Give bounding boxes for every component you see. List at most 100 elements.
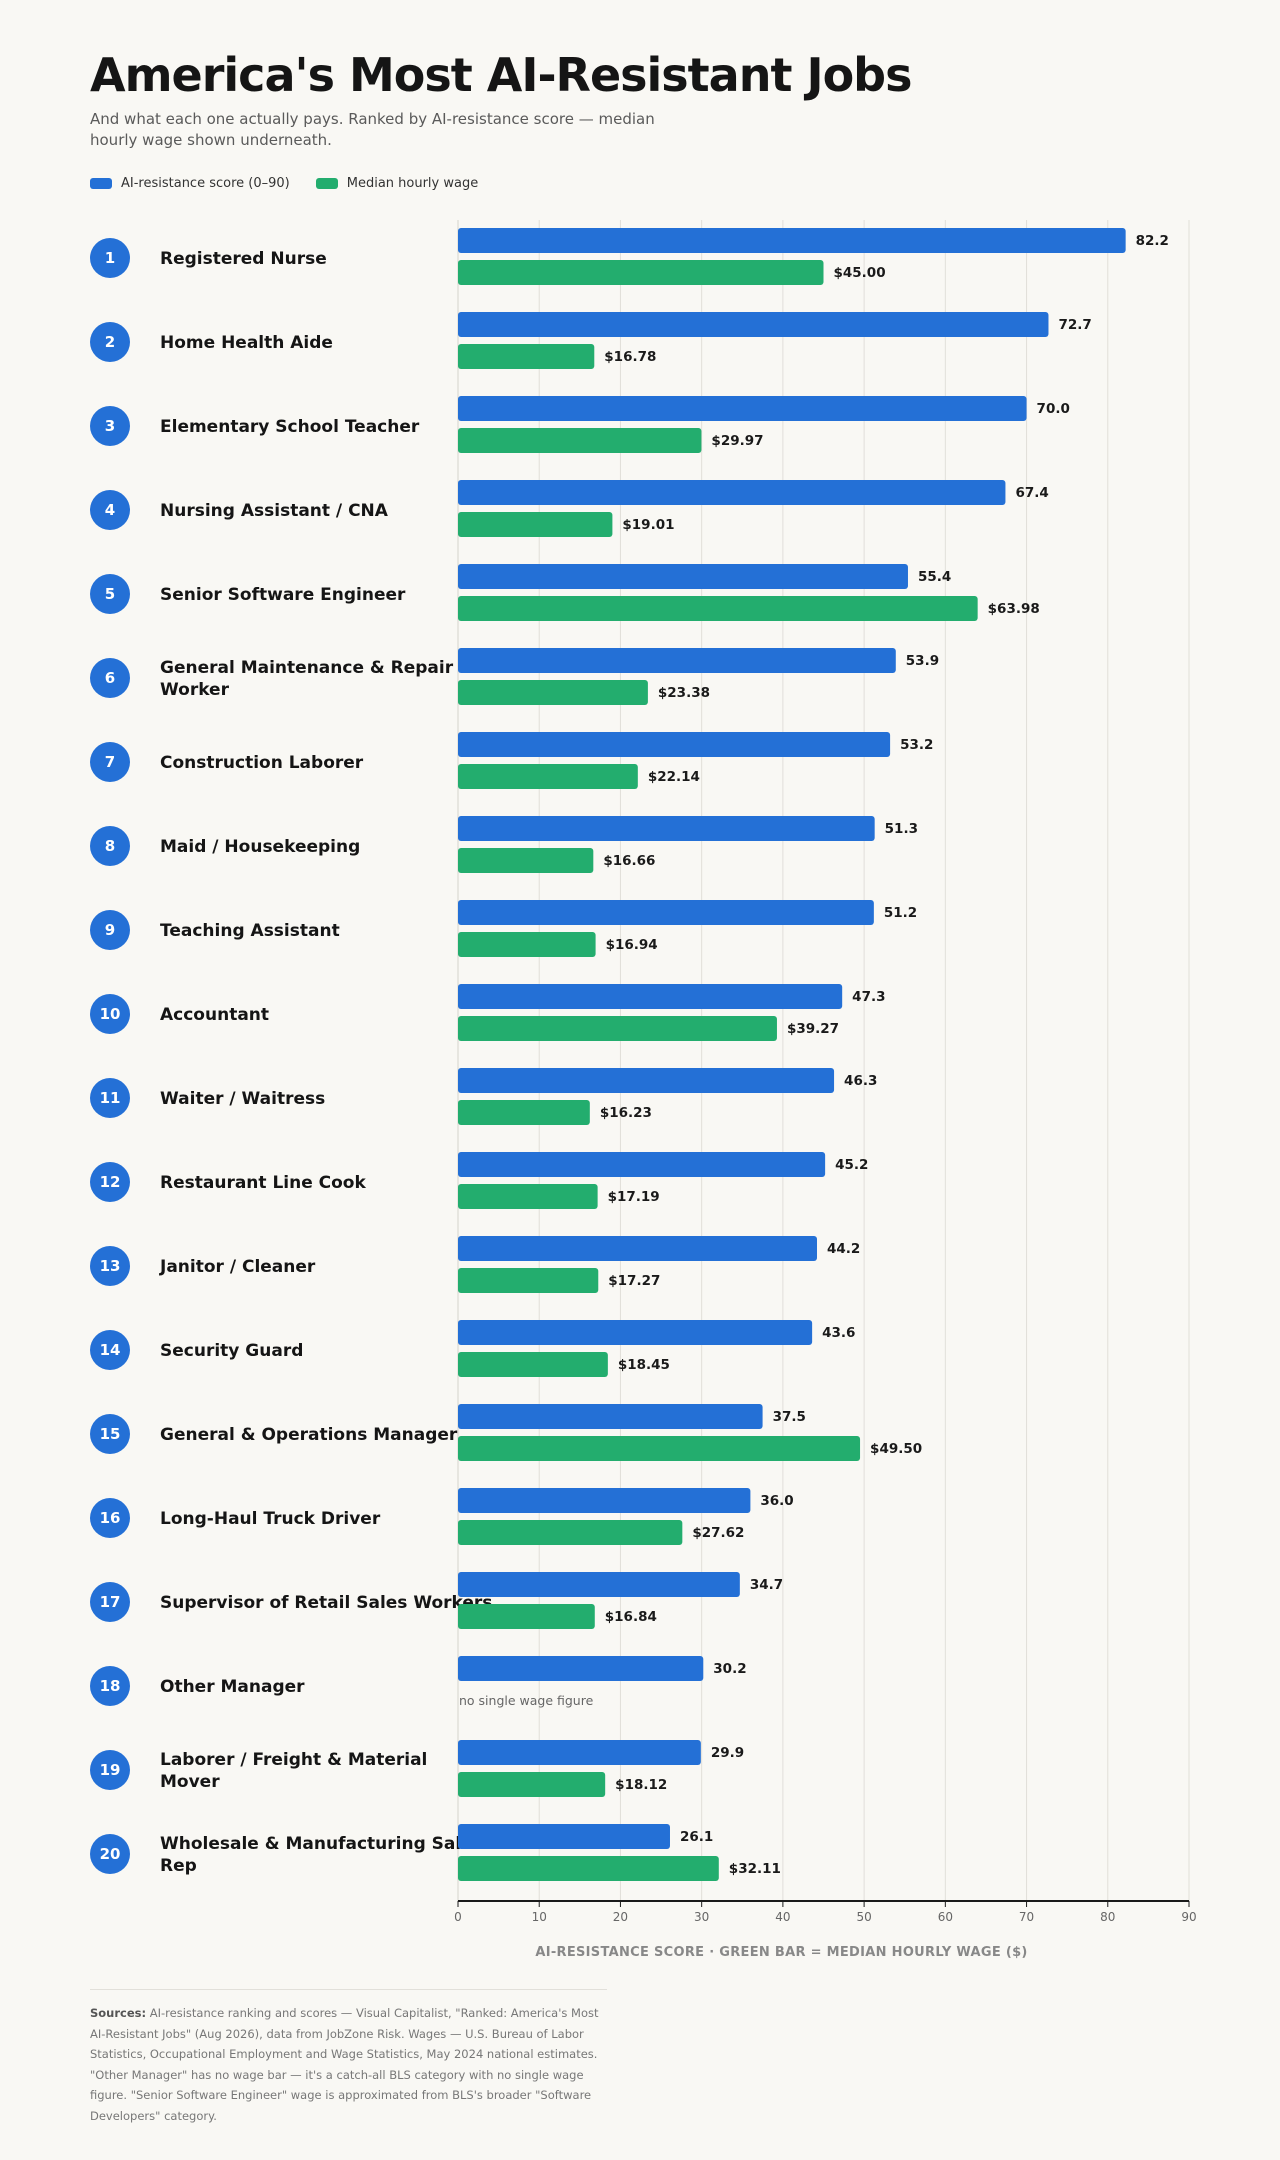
wage-value-label: $45.00 — [834, 265, 886, 281]
rank-number: 6 — [105, 669, 115, 687]
rank-badge — [90, 742, 130, 782]
wage-value-label: $16.94 — [606, 937, 658, 953]
rank-badge — [90, 1498, 130, 1538]
rank-number: 4 — [105, 501, 115, 519]
score-value-label: 51.2 — [884, 905, 917, 921]
rank-number: 11 — [100, 1089, 121, 1107]
page-title: America's Most AI-Resistant Jobs — [90, 48, 912, 102]
wage-value-label: $29.97 — [711, 433, 763, 449]
wage-bar — [458, 764, 638, 789]
job-name: Supervisor of Retail Sales Workers — [160, 1593, 492, 1613]
score-value-label: 26.1 — [680, 1829, 713, 1845]
score-value-label: 55.4 — [918, 569, 951, 585]
rank-number: 5 — [105, 585, 115, 603]
job-name: Other Manager — [160, 1677, 305, 1697]
x-axis-title: AI-RESISTANCE SCORE · GREEN BAR = MEDIAN… — [535, 1945, 1027, 1960]
rank-number: 3 — [105, 417, 115, 435]
x-tick-label: 40 — [775, 1910, 790, 1924]
rank-badge — [90, 826, 130, 866]
rank-badge — [90, 1330, 130, 1370]
rank-badge — [90, 910, 130, 950]
rank-number: 20 — [100, 1845, 121, 1863]
rank-number: 1 — [105, 249, 115, 267]
job-name: Nursing Assistant / CNA — [160, 501, 389, 521]
wage-value-label: $18.12 — [615, 1777, 667, 1793]
job-name: Waiter / Waitress — [160, 1089, 325, 1109]
score-bar — [458, 228, 1126, 253]
wage-bar — [458, 512, 613, 537]
job-name-continued: Rep — [160, 1856, 197, 1876]
score-bar — [458, 1152, 826, 1177]
score-bar — [458, 1236, 818, 1261]
wage-bar — [458, 1268, 599, 1293]
rank-badge — [90, 238, 130, 278]
x-tick-label: 80 — [1100, 1910, 1115, 1924]
page-subtitle: And what each one actually pays. Ranked … — [90, 110, 655, 149]
rank-badge — [90, 658, 130, 698]
rank-number: 10 — [100, 1005, 121, 1023]
score-bar — [458, 1068, 835, 1093]
x-tick-label: 60 — [938, 1910, 953, 1924]
rank-badge — [90, 1582, 130, 1622]
score-bar — [458, 1740, 701, 1765]
wage-bar — [458, 1016, 777, 1041]
job-name: Maid / Housekeeping — [160, 837, 360, 857]
score-bar — [458, 396, 1027, 421]
wage-value-label: $32.11 — [729, 1861, 781, 1877]
rank-badge — [90, 1078, 130, 1118]
rank-badge — [90, 574, 130, 614]
legend-label-score: AI-resistance score (0–90) — [121, 176, 290, 191]
score-value-label: 34.7 — [750, 1577, 783, 1593]
wage-value-label: $18.45 — [618, 1357, 670, 1373]
job-name: Security Guard — [160, 1341, 303, 1361]
job-name: Janitor / Cleaner — [159, 1257, 316, 1277]
job-name: Wholesale & Manufacturing Sales — [160, 1834, 483, 1854]
wage-bar — [458, 1100, 590, 1125]
rank-badge — [90, 1162, 130, 1202]
wage-value-label: $17.19 — [608, 1189, 660, 1205]
wage-bar — [458, 1184, 598, 1209]
wage-bar — [458, 1352, 608, 1377]
score-bar — [458, 1320, 813, 1345]
job-name: Senior Software Engineer — [160, 585, 406, 605]
x-tick-label: 90 — [1181, 1910, 1196, 1924]
legend-item-wage: Median hourly wage — [315, 176, 479, 191]
rank-number: 14 — [100, 1341, 121, 1359]
legend-item-score: AI-resistance score (0–90) — [90, 176, 290, 191]
wage-value-label: $19.01 — [622, 517, 674, 533]
score-value-label: 29.9 — [711, 1745, 744, 1761]
x-tick-label: 70 — [1019, 1910, 1034, 1924]
wage-value-label: $22.14 — [648, 769, 700, 785]
wage-value-label: $49.50 — [870, 1441, 922, 1457]
job-name: Elementary School Teacher — [160, 417, 420, 437]
score-bar — [458, 816, 875, 841]
bar-chart: 1 Registered Nurse 82.2 $45.00 2 Home Health … — [90, 220, 1197, 1960]
x-tick-label: 10 — [532, 1910, 547, 1924]
legend-label-wage: Median hourly wage — [346, 176, 479, 191]
score-bar — [458, 480, 1006, 505]
rank-number: 15 — [100, 1425, 121, 1443]
wage-bar — [458, 344, 595, 369]
legend-swatch-wage — [315, 178, 338, 189]
score-value-label: 51.3 — [885, 821, 918, 837]
rank-badge — [90, 1246, 130, 1286]
wage-bar — [458, 1436, 861, 1461]
rank-badge — [90, 406, 130, 446]
wage-bar — [458, 1520, 683, 1545]
score-value-label: 36.0 — [760, 1493, 793, 1509]
chart-legend: AI-resistance score (0–90) Median hourly… — [90, 176, 478, 191]
score-value-label: 37.5 — [773, 1409, 806, 1425]
score-bar — [458, 564, 908, 589]
sources-text: AI-resistance ranking and scores — Visua… — [90, 2006, 599, 2123]
wage-value-label: $17.27 — [608, 1273, 660, 1289]
wage-value-label: $23.38 — [658, 685, 710, 701]
wage-bar — [458, 848, 594, 873]
score-value-label: 47.3 — [852, 989, 885, 1005]
wage-bar — [458, 260, 824, 285]
rank-badge — [90, 322, 130, 362]
rank-number: 13 — [100, 1257, 121, 1275]
job-name: Laborer / Freight & Material — [160, 1750, 427, 1770]
rank-number: 9 — [105, 921, 115, 939]
rank-badge — [90, 994, 130, 1034]
job-name: General & Operations Manager — [160, 1425, 458, 1445]
